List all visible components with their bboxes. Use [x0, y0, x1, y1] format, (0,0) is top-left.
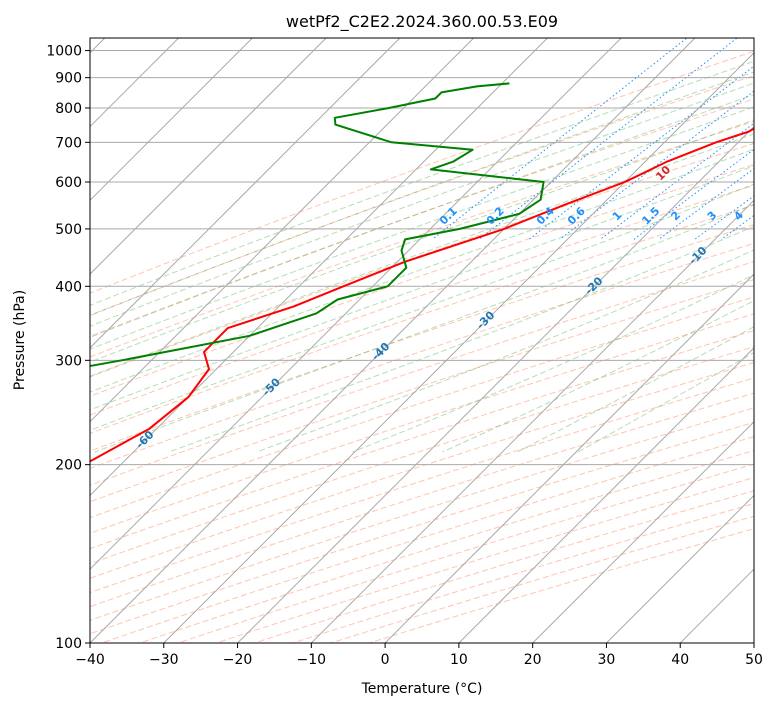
moist-adiabat: [442, 300, 754, 453]
y-tick-label: 300: [55, 353, 82, 369]
mixing-ratio-line: [760, 26, 775, 239]
isotherm-line: [90, 38, 548, 497]
plot-area: -100-90-80-70-60-50-40-30-20-10010203040…: [8, 26, 775, 643]
dry-adiabat: [90, 98, 754, 337]
y-tick-label: 200: [55, 458, 82, 474]
y-tick-label: 1000: [46, 44, 82, 60]
y-tick-label: 800: [55, 101, 82, 117]
isotherm-line: [90, 38, 475, 423]
dry-adiabat: [90, 392, 754, 608]
dry-adiabat: [90, 421, 754, 635]
x-tick-label: 40: [671, 652, 689, 668]
plot-background: [90, 38, 754, 643]
moist-adiabat: [90, 119, 754, 363]
x-tick-label: 0: [381, 652, 390, 668]
y-axis: 1000 900 800 700 600 500 400 300 200 100: [46, 44, 90, 652]
x-tick-label: 10: [450, 652, 468, 668]
mixing-ratio-line: [559, 90, 754, 240]
dry-adiabat: [90, 329, 754, 550]
x-tick-label: 30: [598, 652, 616, 668]
isotherm-line: [163, 52, 754, 643]
x-tick-label: −40: [75, 652, 105, 668]
moist-adiabat: [90, 71, 754, 317]
y-tick-label: 900: [55, 71, 82, 87]
isotherm-line: [532, 420, 754, 643]
pressure-gridlines: [90, 50, 754, 466]
moist-adiabats: [90, 60, 754, 453]
dry-adiabat: [90, 346, 754, 565]
isotherm-line: [90, 38, 253, 202]
isotherm-line: [606, 494, 754, 643]
x-axis: −40 −30 −20 −10 0 10 20 30 40 50: [75, 643, 763, 668]
dry-adiabat: [291, 503, 754, 643]
x-tick-label: −20: [223, 652, 253, 668]
dry-adiabat: [90, 296, 754, 519]
dewpoint-profile: [90, 82, 545, 368]
mixing-ratio-line: [599, 122, 754, 240]
dry-adiabat: [100, 436, 754, 643]
isotherm-line: [310, 199, 754, 643]
sounding-profiles: [90, 82, 754, 463]
moist-adiabat: [168, 225, 754, 453]
dry-adiabat: [90, 142, 754, 378]
y-axis-title: Pressure (hPa): [12, 290, 28, 390]
dry-adiabat: [329, 515, 754, 643]
isotherm-line: [90, 38, 622, 570]
moist-adiabat: [256, 249, 754, 453]
moist-adiabat: [90, 148, 754, 393]
dry-adiabat: [90, 120, 754, 358]
dry-adiabat: [90, 261, 754, 486]
x-tick-label: −10: [297, 652, 327, 668]
x-tick-label: 20: [524, 652, 542, 668]
temperature-profile: [90, 127, 754, 463]
y-tick-label: 500: [55, 222, 82, 238]
moist-adiabat: [94, 203, 754, 453]
x-tick-label: 50: [745, 652, 763, 668]
isotherm-label: -70: [8, 480, 31, 503]
y-tick-label: 700: [55, 135, 82, 151]
moist-adiabat: [90, 133, 754, 377]
x-axis-title: Temperature (°C): [361, 681, 483, 697]
y-tick-label: 400: [55, 279, 82, 295]
moist-adiabat: [90, 106, 754, 350]
dry-adiabat: [214, 477, 754, 643]
isotherm-line: [90, 38, 327, 275]
isotherm-line: [458, 347, 754, 643]
dry-adiabat: [90, 204, 754, 434]
mixing-ratio-label: 6: [770, 208, 775, 223]
isotherm-line: [237, 125, 754, 643]
x-tick-label: −30: [149, 652, 179, 668]
isotherm-line: [384, 273, 754, 643]
plot-frame: [89, 37, 755, 644]
isotherm-line: [753, 642, 754, 643]
isotherm-line: [90, 38, 401, 349]
dry-adiabat: [176, 463, 754, 643]
dry-adiabat: [90, 361, 754, 579]
chart-title: wetPf2_C2E2.2024.360.00.53.E09: [286, 12, 558, 32]
y-tick-label: 600: [55, 175, 82, 191]
moist-adiabat: [90, 82, 754, 327]
isotherm-line: [90, 38, 696, 643]
mixing-ratio-line: [432, 38, 688, 240]
dry-adiabat: [90, 164, 754, 397]
dry-adiabats: [90, 50, 754, 643]
isotherm-lines: [90, 38, 754, 643]
plot-bg-rect: [90, 38, 754, 643]
moist-adiabat: [90, 60, 754, 306]
dry-adiabat: [90, 242, 754, 469]
y-tick-label: 100: [55, 636, 82, 652]
